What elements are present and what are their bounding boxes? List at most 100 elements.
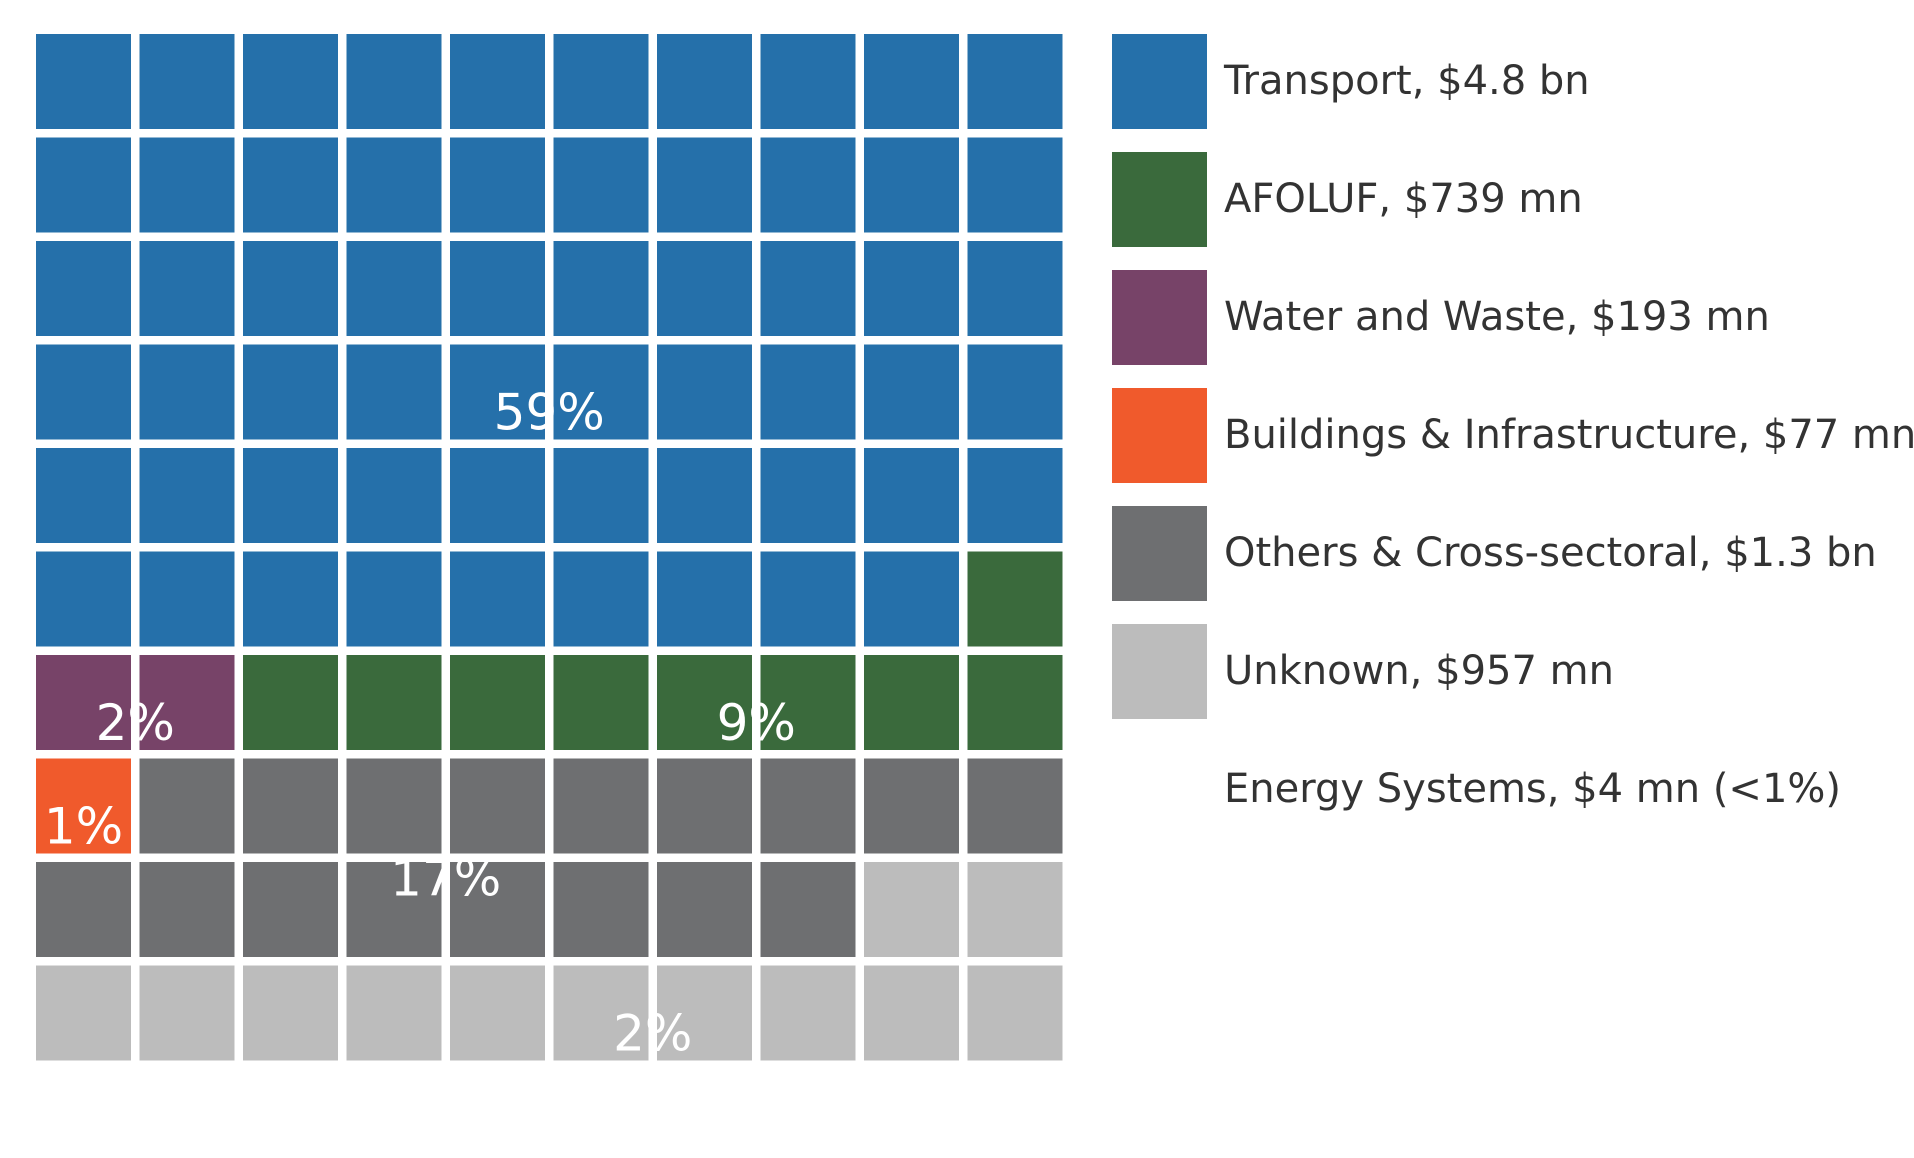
legend-item-transport: Transport, $4.8 bn: [1112, 34, 1902, 152]
legend-label-water-waste: Water and Waste, $193 mn: [1224, 294, 1770, 340]
waffle-cell-transport: [967, 241, 1063, 336]
waffle-cell-afoluf: [864, 655, 959, 750]
waffle-cell-transport: [657, 241, 752, 336]
legend-item-buildings: Buildings & Infrastructure, $77 mn: [1112, 388, 1914, 506]
waffle-cell-transport: [553, 137, 649, 233]
waffle-cell-transport: [864, 34, 959, 129]
waffle-cell-transport: [139, 344, 235, 440]
waffle-cell-transport: [139, 34, 235, 129]
waffle-cell-afoluf: [346, 655, 442, 750]
waffle-cell-others: [36, 862, 131, 957]
waffle-cell-unknown: [864, 965, 959, 1061]
waffle-cell-unknown: [864, 862, 959, 957]
waffle-cell-transport: [450, 344, 545, 440]
waffle-cell-transport: [760, 34, 856, 129]
legend-item-others: Others & Cross-sectoral, $1.3 bn: [1112, 506, 1902, 624]
legend-label-buildings: Buildings & Infrastructure, $77 mn: [1224, 412, 1914, 458]
waffle-cell-transport: [450, 448, 545, 543]
waffle-cell-transport: [553, 551, 649, 647]
waffle-cell-afoluf: [657, 655, 752, 750]
waffle-cell-transport: [864, 551, 959, 647]
waffle-cell-transport: [864, 448, 959, 543]
waffle-cell-transport: [450, 137, 545, 233]
waffle-cell-transport: [553, 241, 649, 336]
waffle-cell-transport: [346, 34, 442, 129]
waffle-cell-transport: [553, 34, 649, 129]
waffle-cell-transport: [139, 241, 235, 336]
waffle-cell-others: [139, 862, 235, 957]
waffle-cell-transport: [139, 551, 235, 647]
waffle-cell-transport: [36, 551, 131, 647]
waffle-cell-transport: [967, 448, 1063, 543]
waffle-cell-transport: [346, 137, 442, 233]
waffle-cell-transport: [243, 34, 338, 129]
percent-label-unknown: 2%: [613, 1005, 692, 1063]
waffle-cell-afoluf: [760, 655, 856, 750]
waffle-cell-others: [139, 758, 235, 854]
waffle-cell-transport: [760, 137, 856, 233]
waffle-cell-unknown: [139, 965, 235, 1061]
waffle-cell-unknown: [36, 965, 131, 1061]
waffle-cell-transport: [864, 137, 959, 233]
percent-label-transport: 59%: [494, 384, 605, 442]
waffle-cell-unknown: [450, 965, 545, 1061]
waffle-cell-transport: [967, 137, 1063, 233]
legend-label-energy: Energy Systems, $4 mn (<1%): [1224, 766, 1842, 812]
legend-item-energy: Energy Systems, $4 mn (<1%): [1112, 742, 1902, 860]
waffle-cell-transport: [139, 448, 235, 543]
waffle-cell-others: [760, 758, 856, 854]
waffle-cell-transport: [657, 137, 752, 233]
legend-label-others: Others & Cross-sectoral, $1.3 bn: [1224, 530, 1877, 576]
waffle-cell-transport: [760, 241, 856, 336]
waffle-cell-transport: [346, 241, 442, 336]
waffle-cell-transport: [450, 241, 545, 336]
waffle-cell-transport: [346, 344, 442, 440]
waffle-cell-transport: [346, 448, 442, 543]
waffle-cell-transport: [243, 551, 338, 647]
percent-label-afoluf: 9%: [717, 694, 796, 752]
waffle-cell-others: [346, 758, 442, 854]
legend-item-unknown: Unknown, $957 mn: [1112, 624, 1902, 742]
waffle-cell-afoluf: [243, 655, 338, 750]
legend-swatch-others: [1112, 506, 1207, 601]
waffle-cell-others: [243, 862, 338, 957]
waffle-cell-transport: [243, 241, 338, 336]
waffle-cell-unknown: [346, 965, 442, 1061]
waffle-cell-transport: [553, 448, 649, 543]
waffle-cell-unknown: [657, 965, 752, 1061]
waffle-cell-transport: [760, 448, 856, 543]
waffle-cell-others: [657, 758, 752, 854]
waffle-cell-transport: [864, 241, 959, 336]
percent-label-others: 17%: [390, 849, 501, 907]
legend-item-afoluf: AFOLUF, $739 mn: [1112, 152, 1902, 270]
waffle-cell-others: [450, 862, 545, 957]
legend-item-water-waste: Water and Waste, $193 mn: [1112, 270, 1902, 388]
waffle-cell-water-waste: [36, 655, 131, 750]
waffle-cell-others: [553, 758, 649, 854]
waffle-cell-transport: [657, 34, 752, 129]
waffle-cell-transport: [36, 34, 131, 129]
waffle-cell-transport: [243, 137, 338, 233]
legend-swatch-buildings: [1112, 388, 1207, 483]
legend: Transport, $4.8 bn AFOLUF, $739 mn Water a…: [1112, 34, 1914, 860]
waffle-cell-afoluf: [450, 655, 545, 750]
waffle-cell-unknown: [553, 965, 649, 1061]
waffle-cell-others: [657, 862, 752, 957]
waffle-chart: 59% 9% 2% 1% 17% 2%: [36, 34, 1063, 1063]
waffle-cell-transport: [967, 344, 1063, 440]
waffle-cell-unknown: [967, 862, 1063, 957]
legend-label-unknown: Unknown, $957 mn: [1224, 648, 1614, 694]
waffle-cell-others: [967, 758, 1063, 854]
waffle-cell-transport: [450, 551, 545, 647]
legend-label-afoluf: AFOLUF, $739 mn: [1224, 176, 1583, 222]
waffle-cell-transport: [967, 34, 1063, 129]
waffle-cell-transport: [450, 34, 545, 129]
waffle-cell-others: [243, 758, 338, 854]
waffle-cell-others: [450, 758, 545, 854]
waffle-cell-afoluf: [553, 655, 649, 750]
waffle-cell-unknown: [967, 965, 1063, 1061]
legend-swatch-afoluf: [1112, 152, 1207, 247]
waffle-cell-transport: [243, 448, 338, 543]
legend-swatch-transport: [1112, 34, 1207, 129]
percent-label-water-waste: 2%: [96, 694, 175, 752]
